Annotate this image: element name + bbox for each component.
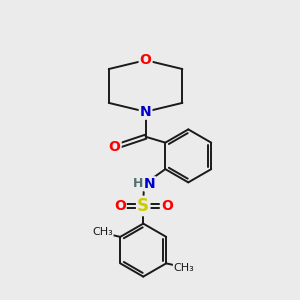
Text: O: O bbox=[114, 199, 126, 213]
Text: N: N bbox=[140, 105, 152, 119]
Text: CH₃: CH₃ bbox=[173, 263, 194, 273]
Text: H: H bbox=[133, 177, 143, 190]
Text: S: S bbox=[137, 197, 149, 215]
Text: CH₃: CH₃ bbox=[92, 227, 113, 237]
Text: O: O bbox=[161, 199, 173, 213]
Text: O: O bbox=[109, 140, 121, 154]
Text: O: O bbox=[140, 53, 152, 67]
Text: N: N bbox=[144, 177, 155, 191]
